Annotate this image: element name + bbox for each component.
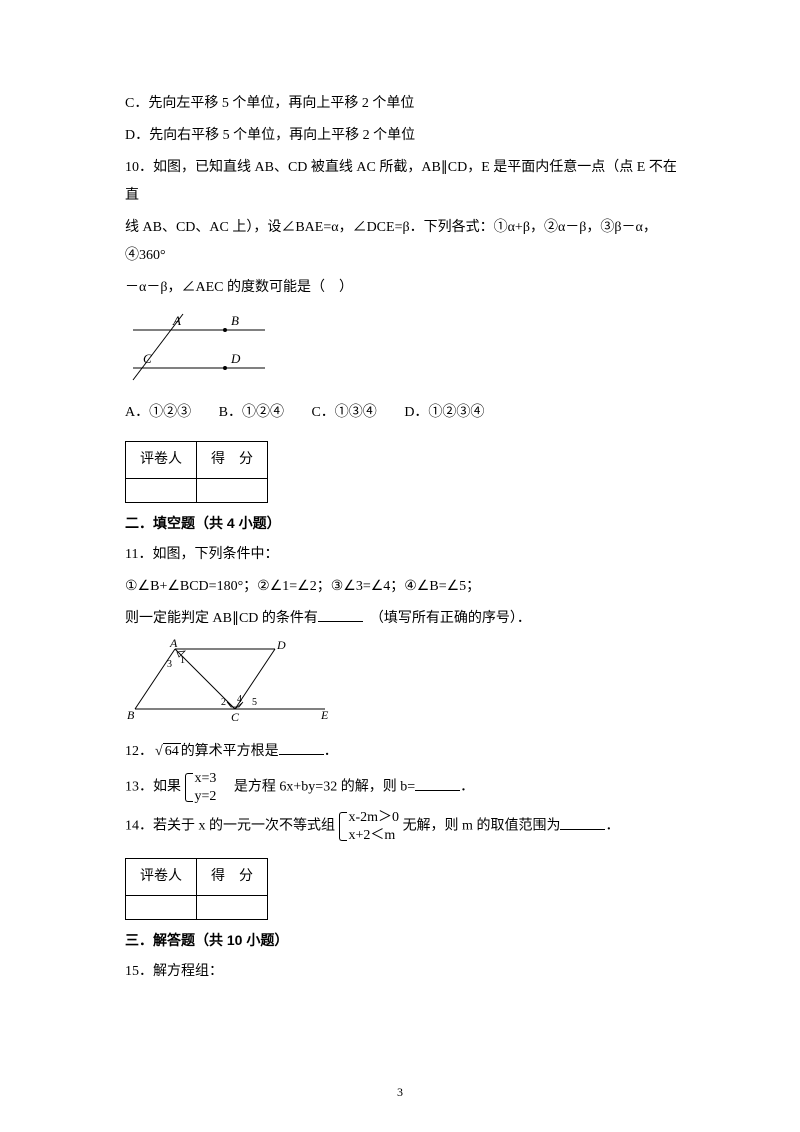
grader-cell <box>126 896 197 920</box>
q10-line3: －α－β，∠AEC 的度数可能是（ ） <box>125 274 690 302</box>
q15: 15．解方程组： <box>125 958 690 986</box>
svg-text:B: B <box>127 708 135 722</box>
svg-text:E: E <box>320 708 329 722</box>
grader-cell <box>197 479 268 503</box>
q10-diagram: A B C D <box>125 308 690 397</box>
q11-post: （填写所有正确的序号）． <box>377 611 531 626</box>
svg-text:D: D <box>276 638 286 652</box>
q10-opt-a: A．①②③ <box>125 405 191 420</box>
eq-row: x-2m＞0 <box>349 809 400 827</box>
svg-text:5: 5 <box>252 697 257 708</box>
q11-diagram: A D B C E 1 3 2 4 5 <box>125 637 690 736</box>
svg-text:C: C <box>231 710 240 724</box>
blank <box>560 816 605 830</box>
page-number: 3 <box>0 1080 800 1104</box>
q11-pre: 则一定能判定 AB∥CD 的条件有 <box>125 611 318 626</box>
grader-header-1: 评卷人 <box>126 442 197 479</box>
blank <box>318 608 363 622</box>
brace-system: x=3 y=2 <box>185 770 217 805</box>
grader-cell <box>126 479 197 503</box>
grader-cell <box>197 896 268 920</box>
grader-header-2: 得 分 <box>197 442 268 479</box>
q14-pre: 14．若关于 x 的一元一次不等式组 <box>125 819 335 834</box>
q10-opt-d: D．①②③④ <box>404 405 484 420</box>
q11-line3: 则一定能判定 AB∥CD 的条件有 （填写所有正确的序号）． <box>125 605 690 633</box>
q13-post: ． <box>460 780 474 795</box>
svg-text:3: 3 <box>167 659 172 670</box>
q13-mid: 是方程 6x+by=32 的解，则 b= <box>220 780 415 795</box>
q12-pre: 12． <box>125 744 153 759</box>
eq-row: y=2 <box>195 788 217 806</box>
svg-text:D: D <box>230 351 241 366</box>
q10-options: A．①②③ B．①②④ C．①③④ D．①②③④ <box>125 399 690 427</box>
q13: 13．如果 x=3 y=2 是方程 6x+by=32 的解，则 b= ． <box>125 770 690 805</box>
svg-text:B: B <box>231 313 239 328</box>
brace-system: x-2m＞0 x+2＜m <box>339 809 400 844</box>
q14: 14．若关于 x 的一元一次不等式组 x-2m＞0 x+2＜m 无解，则 m 的… <box>125 809 690 844</box>
q12-mid: 的算术平方根是 <box>181 744 279 759</box>
grader-table-2: 评卷人 得 分 <box>125 858 268 920</box>
q12-post: ． <box>324 744 338 759</box>
section-2-title: 二．填空题（共 4 小题） <box>125 509 690 537</box>
svg-text:C: C <box>143 351 152 366</box>
blank <box>415 777 460 791</box>
grader-table-1: 评卷人 得 分 <box>125 441 268 503</box>
q10-opt-b: B．①②④ <box>219 405 284 420</box>
eq-row: x=3 <box>195 770 217 788</box>
grader-header-2: 得 分 <box>197 859 268 896</box>
option-c: C．先向左平移 5 个单位，再向上平移 2 个单位 <box>125 90 690 118</box>
svg-text:2: 2 <box>221 697 226 708</box>
section-3-title: 三．解答题（共 10 小题） <box>125 926 690 954</box>
eq-row: x+2＜m <box>349 827 400 845</box>
q10-opt-c: C．①③④ <box>311 405 376 420</box>
svg-text:A: A <box>172 313 181 328</box>
q13-pre: 13．如果 <box>125 780 181 795</box>
q14-post: ． <box>605 819 619 834</box>
grader-header-1: 评卷人 <box>126 859 197 896</box>
sqrt-radicand: 64 <box>163 743 181 759</box>
q10-line1: 10．如图，已知直线 AB、CD 被直线 AC 所截，AB∥CD，E 是平面内任… <box>125 154 690 210</box>
q10-line2: 线 AB、CD、AC 上），设∠BAE=α，∠DCE=β．下列各式：①α+β，②… <box>125 214 690 270</box>
q11-line2: ①∠B+∠BCD=180°；②∠1=∠2；③∠3=∠4；④∠B=∠5； <box>125 573 690 601</box>
option-d: D．先向右平移 5 个单位，再向上平移 2 个单位 <box>125 122 690 150</box>
svg-text:A: A <box>169 637 178 650</box>
blank <box>279 741 324 755</box>
q14-mid: 无解，则 m 的取值范围为 <box>399 819 560 834</box>
q11-line1: 11．如图，下列条件中： <box>125 541 690 569</box>
svg-text:1: 1 <box>180 655 185 666</box>
sqrt-icon: √64 <box>153 738 181 766</box>
q12: 12．√64的算术平方根是 ． <box>125 738 690 766</box>
